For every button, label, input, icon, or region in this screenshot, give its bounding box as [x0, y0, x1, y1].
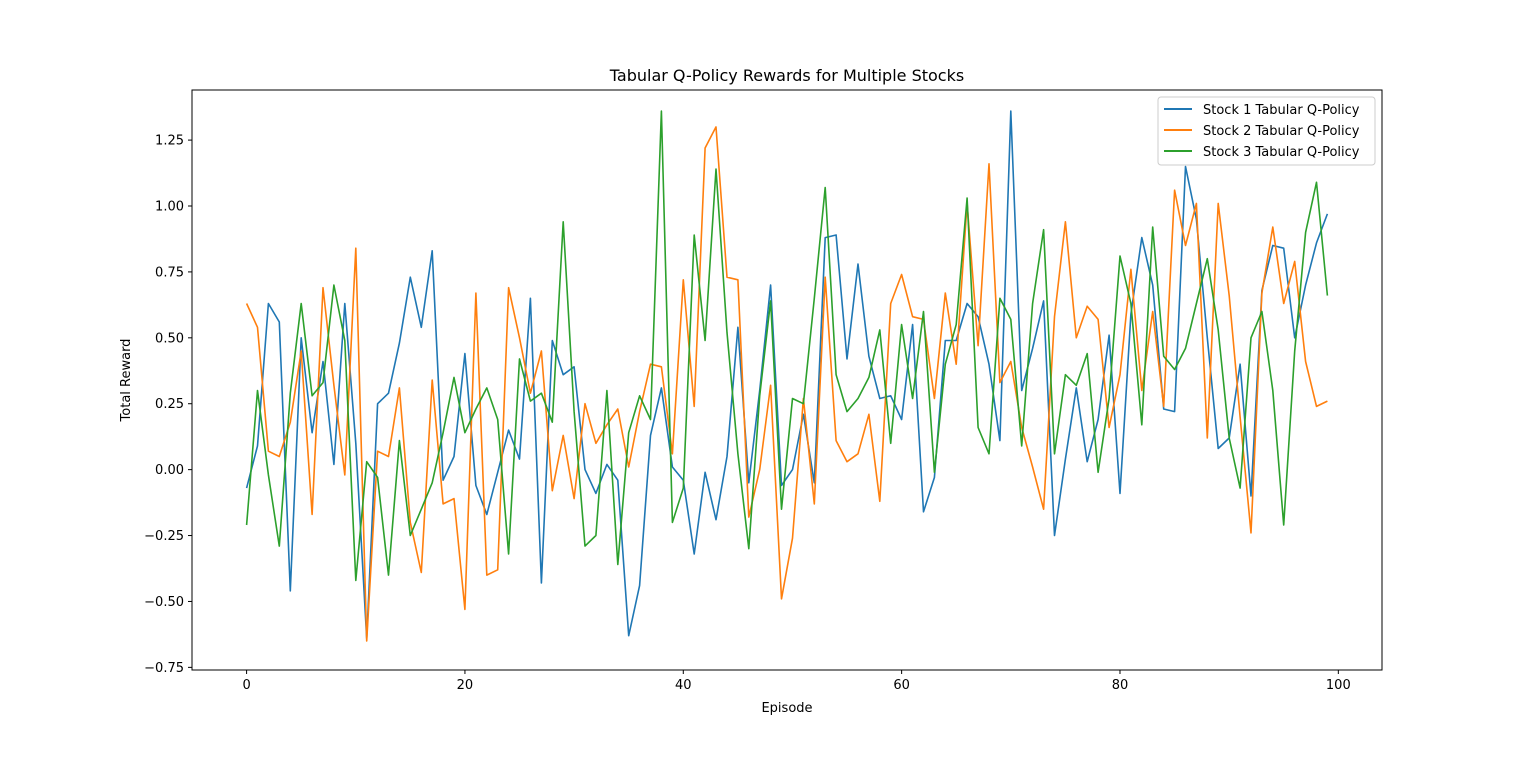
y-tick-label: −0.75	[144, 661, 184, 676]
y-tick-label: 1.25	[155, 134, 184, 149]
series-lines	[245, 110, 1329, 642]
y-tick-label: 0.50	[155, 331, 184, 346]
y-axis-ticks: −0.75 −0.50 −0.25 0.00 0.25 0.50 0.75 1.00 1.25	[144, 134, 192, 676]
legend-items: Stock 1 Tabular Q-Policy Stock 2 Tabular …	[1164, 103, 1360, 160]
y-tick-label: 0.25	[155, 397, 184, 412]
series-line-stock-1	[245, 110, 1329, 640]
series-line-stock-3	[245, 110, 1329, 582]
chart-title: Tabular Q-Policy Rewards for Multiple St…	[609, 66, 964, 85]
x-axis-ticks: 0 20 40 60 80 100	[242, 670, 1351, 693]
legend: Stock 1 Tabular Q-Policy Stock 2 Tabular …	[1157, 96, 1376, 166]
legend-label-stock-1: Stock 1 Tabular Q-Policy	[1203, 103, 1360, 118]
x-tick-label: 100	[1326, 678, 1351, 693]
y-tick-label: −0.50	[144, 595, 184, 610]
y-axis-label: Total Reward	[119, 339, 134, 423]
x-tick-label: 40	[675, 678, 692, 693]
y-tick-label: −0.25	[144, 529, 184, 544]
y-tick-label: 0.75	[155, 265, 184, 280]
x-tick-label: 20	[457, 678, 474, 693]
legend-label-stock-3: Stock 3 Tabular Q-Policy	[1203, 145, 1360, 160]
x-axis-label: Episode	[761, 701, 812, 716]
series-line-stock-2	[245, 126, 1328, 642]
plot-area-frame	[191, 89, 1383, 671]
y-tick-label: 0.00	[155, 463, 184, 478]
x-tick-label: 80	[1112, 678, 1129, 693]
x-tick-label: 0	[242, 678, 250, 693]
y-tick-label: 1.00	[155, 200, 184, 215]
x-tick-label: 60	[893, 678, 910, 693]
legend-box	[1157, 96, 1376, 166]
legend-label-stock-2: Stock 2 Tabular Q-Policy	[1203, 124, 1360, 139]
